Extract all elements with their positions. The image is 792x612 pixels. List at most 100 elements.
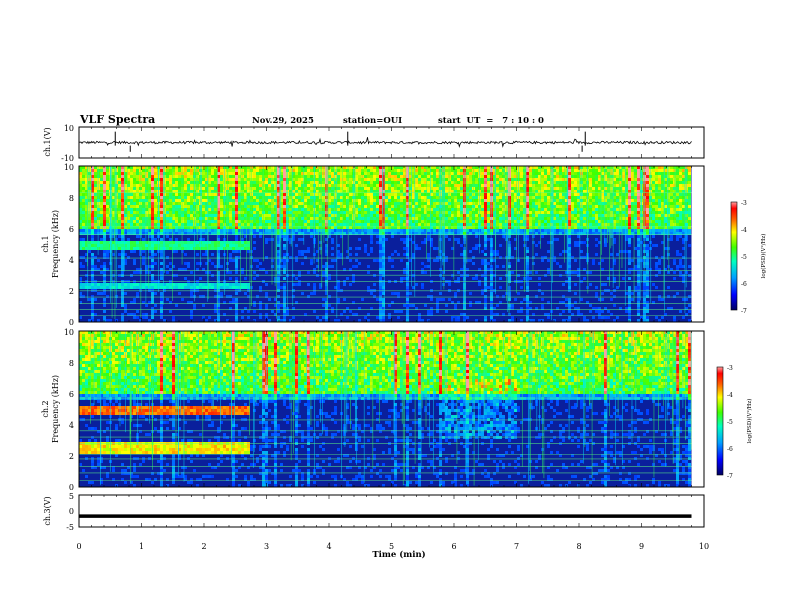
spectrogram-cell <box>106 223 109 226</box>
spectrogram-cell <box>166 193 169 196</box>
spectrogram-cell <box>493 220 496 223</box>
spectrogram-cell <box>247 226 250 229</box>
spectrogram-cell <box>442 229 445 232</box>
spectrogram-cell <box>400 166 403 169</box>
spectrogram-cell <box>427 172 430 175</box>
spectrogram-cell <box>91 319 94 322</box>
spectrogram-cell <box>124 307 127 310</box>
spectrogram-cell <box>154 175 157 178</box>
spectrogram-cell <box>82 283 85 286</box>
spectrogram-cell <box>379 307 382 310</box>
spectrogram-cell <box>97 226 100 229</box>
spectrogram-cell <box>379 310 382 313</box>
spectrogram-cell <box>301 223 304 226</box>
spectrogram-cell <box>94 214 97 217</box>
spectrogram-cell <box>214 232 217 235</box>
spectrogram-cell <box>421 175 424 178</box>
spectrogram-cell <box>487 196 490 199</box>
spectrogram-cell <box>439 214 442 217</box>
spectrogram-cell <box>415 226 418 229</box>
spectrogram-cell <box>238 214 241 217</box>
spectrogram-cell <box>427 223 430 226</box>
spectrogram-cell <box>181 283 184 286</box>
spectrogram-cell <box>97 187 100 190</box>
spectrogram-cell <box>235 187 238 190</box>
spectrogram-cell <box>265 223 268 226</box>
spectrogram-cell <box>277 250 280 253</box>
spectrogram-cell <box>136 214 139 217</box>
spectrogram-cell <box>214 190 217 193</box>
spectrogram-cell <box>280 205 283 208</box>
spectrogram-cell <box>178 166 181 169</box>
spectrogram-cell <box>433 187 436 190</box>
spectrogram-cell <box>331 307 334 310</box>
spectrogram-cell <box>100 247 103 250</box>
spectrogram-cell <box>271 205 274 208</box>
spectrogram-cell <box>142 244 145 247</box>
spectrogram-cell <box>484 193 487 196</box>
spectrogram-cell <box>247 232 250 235</box>
spectrogram-cell <box>463 304 466 307</box>
spectrogram-cell <box>406 205 409 208</box>
spectrogram-cell <box>232 205 235 208</box>
spectrogram-cell <box>415 172 418 175</box>
spectrogram-cell <box>460 169 463 172</box>
spectrogram-cell <box>247 295 250 298</box>
spectrogram-cell <box>382 250 385 253</box>
spectrogram-cell <box>484 268 487 271</box>
spectrogram-cell <box>217 295 220 298</box>
spectrogram-cell <box>442 193 445 196</box>
spectrogram-cell <box>418 208 421 211</box>
spectrogram-cell <box>367 172 370 175</box>
spectrogram-cell <box>496 208 499 211</box>
spectrogram-cell <box>256 265 259 268</box>
spectrogram-cell <box>292 181 295 184</box>
spectrogram-cell <box>160 238 163 241</box>
spectrogram-cell <box>415 181 418 184</box>
spectrogram-cell <box>100 217 103 220</box>
spectrogram-cell <box>103 298 106 301</box>
spectrogram-cell <box>304 196 307 199</box>
spectrogram-cell <box>469 223 472 226</box>
spectrogram-cell <box>400 232 403 235</box>
spectrogram-cell <box>217 283 220 286</box>
spectrogram-cell <box>178 187 181 190</box>
spectrogram-cell <box>403 271 406 274</box>
spectrogram-cell <box>463 286 466 289</box>
spectrogram-cell <box>304 190 307 193</box>
spectrogram-cell <box>256 232 259 235</box>
spectrogram-cell <box>403 196 406 199</box>
spectrogram-cell <box>445 259 448 262</box>
spectrogram-cell <box>397 316 400 319</box>
spectrogram-cell <box>181 268 184 271</box>
spectrogram-cell <box>331 196 334 199</box>
spectrogram-cell <box>520 232 523 235</box>
spectrogram-cell <box>535 253 538 256</box>
spectrogram-cell <box>382 205 385 208</box>
spectrogram-cell <box>169 223 172 226</box>
spectrogram-cell <box>106 211 109 214</box>
spectrogram-cell <box>277 199 280 202</box>
spectrogram-cell <box>331 169 334 172</box>
spectrogram-cell <box>235 271 238 274</box>
spectrogram-cell <box>532 175 535 178</box>
spectrogram-cell <box>502 190 505 193</box>
spectrogram-cell <box>376 190 379 193</box>
spectrogram-cell <box>406 268 409 271</box>
spectrogram-cell <box>412 184 415 187</box>
spectrogram-cell <box>160 229 163 232</box>
spectrogram-cell <box>253 235 256 238</box>
spectrogram-cell <box>448 166 451 169</box>
spectrogram-cell <box>406 208 409 211</box>
spectrogram-cell <box>409 211 412 214</box>
spectrogram-cell <box>325 298 328 301</box>
spectrogram-cell <box>481 175 484 178</box>
spectrogram-cell <box>439 238 442 241</box>
spectrogram-cell <box>154 220 157 223</box>
spectrogram-cell <box>394 190 397 193</box>
spectrogram-cell <box>370 292 373 295</box>
spectrogram-cell <box>382 253 385 256</box>
spectrogram-cell <box>169 175 172 178</box>
spectrogram-cell <box>430 244 433 247</box>
spectrogram-cell <box>190 202 193 205</box>
